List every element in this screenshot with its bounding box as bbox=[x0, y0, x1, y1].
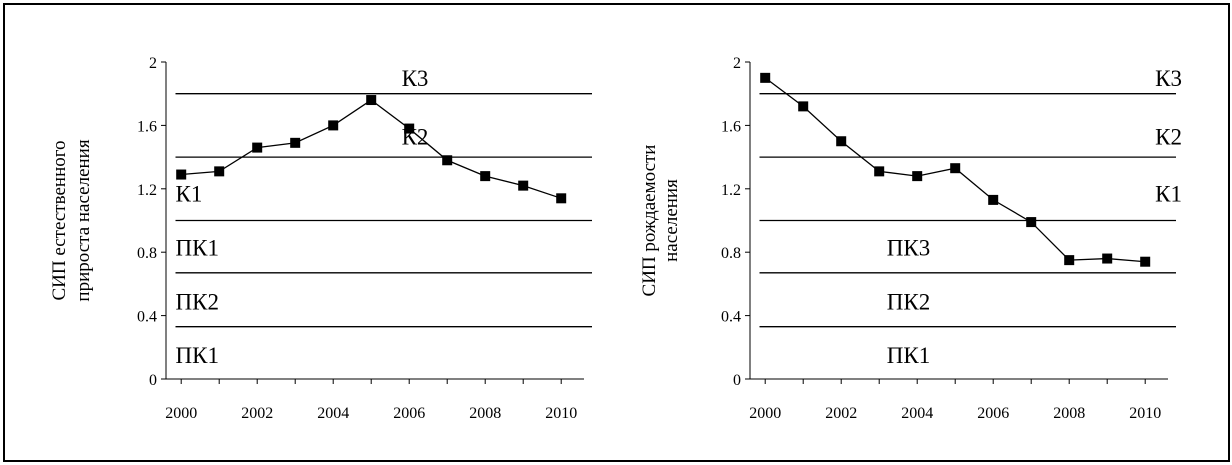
data-point bbox=[950, 163, 961, 174]
y-tick-label: 1.2 bbox=[137, 182, 157, 199]
data-point bbox=[328, 120, 339, 131]
data-point bbox=[252, 142, 263, 153]
series-line bbox=[181, 99, 562, 199]
data-point bbox=[798, 101, 809, 112]
y-tick-label: 2 bbox=[149, 55, 157, 72]
data-point bbox=[836, 136, 847, 147]
x-tick-label: 2004 bbox=[901, 405, 933, 422]
zone-label: ПК1 bbox=[176, 343, 219, 368]
x-tick-label: 2006 bbox=[393, 405, 425, 422]
x-tick-label: 2002 bbox=[241, 405, 273, 422]
data-point bbox=[1102, 253, 1113, 264]
y-axis-label: населения bbox=[661, 179, 682, 262]
y-tick-label: 0.4 bbox=[721, 309, 741, 326]
data-point bbox=[1026, 217, 1037, 228]
data-point bbox=[214, 166, 225, 177]
x-tick-label: 2010 bbox=[545, 405, 577, 422]
y-tick-label: 1.6 bbox=[137, 118, 157, 135]
data-point bbox=[404, 123, 415, 134]
data-point bbox=[176, 169, 187, 180]
data-point bbox=[290, 137, 301, 148]
x-tick-label: 2008 bbox=[1053, 405, 1085, 422]
zone-label: К1 bbox=[176, 182, 203, 207]
data-point bbox=[912, 171, 923, 182]
y-tick-label: 2 bbox=[733, 55, 741, 72]
x-tick-label: 2000 bbox=[749, 405, 781, 422]
y-tick-label: 0 bbox=[733, 372, 741, 389]
x-tick-label: 2010 bbox=[1129, 405, 1161, 422]
x-tick-label: 2000 bbox=[165, 405, 197, 422]
data-point bbox=[442, 155, 453, 166]
zone-label: К3 bbox=[1155, 66, 1182, 91]
figure-frame: 0 0.4 0.8 1.2 1.6 2 2000 2002 2004 2006 2008 2010 К3… bbox=[3, 3, 1230, 462]
data-point bbox=[1140, 256, 1151, 267]
zone-label: К3 bbox=[402, 66, 429, 91]
x-tick-label: 2006 bbox=[977, 405, 1009, 422]
y-axis-label: прироста населения bbox=[73, 139, 94, 301]
data-point bbox=[760, 72, 771, 83]
zone-label: ПК1 bbox=[887, 343, 930, 368]
zone-label: ПК1 bbox=[176, 235, 219, 260]
zone-label: ПК3 bbox=[887, 235, 930, 260]
zone-label: ПК2 bbox=[887, 289, 930, 314]
data-point bbox=[1064, 255, 1075, 266]
y-axis-label: СИП рождаемости bbox=[639, 145, 660, 297]
y-tick-label: 1.2 bbox=[721, 182, 741, 199]
y-tick-label: 0.4 bbox=[137, 309, 157, 326]
zone-label: К1 bbox=[1155, 182, 1182, 207]
data-point bbox=[518, 180, 529, 191]
zone-label: К2 bbox=[1155, 124, 1182, 149]
y-axis-label: СИП естественного bbox=[49, 140, 70, 300]
zone-label: ПК2 bbox=[176, 289, 219, 314]
data-point bbox=[988, 194, 999, 205]
chart-canvas: 0 0.4 0.8 1.2 1.6 2 2000 2002 2004 2006 2008 2010 К3… bbox=[49, 55, 1182, 422]
y-tick-label: 0 bbox=[149, 372, 157, 389]
data-point bbox=[556, 193, 567, 204]
x-tick-label: 2008 bbox=[469, 405, 501, 422]
data-point bbox=[874, 166, 885, 177]
y-tick-label: 0.8 bbox=[721, 245, 741, 262]
data-point bbox=[366, 95, 377, 106]
x-tick-label: 2004 bbox=[317, 405, 349, 422]
y-tick-label: 1.6 bbox=[721, 118, 741, 135]
y-tick-label: 0.8 bbox=[137, 245, 157, 262]
x-tick-label: 2002 bbox=[825, 405, 857, 422]
data-point bbox=[480, 171, 491, 182]
